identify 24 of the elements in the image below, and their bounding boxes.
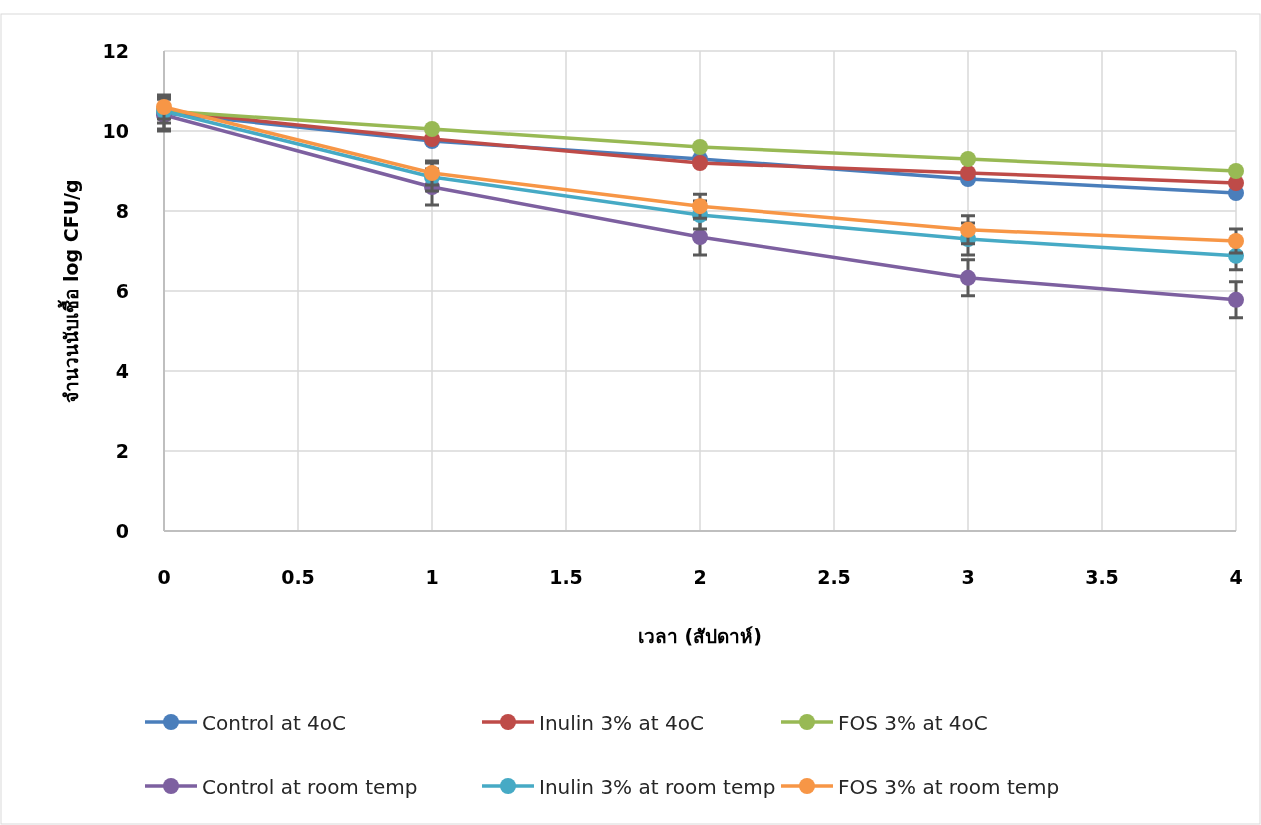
x-tick-label: 3: [961, 566, 975, 588]
x-axis-title: เวลา (สัปดาห์): [638, 625, 762, 647]
x-tick-label: 0.5: [281, 566, 315, 588]
y-tick-label: 0: [115, 520, 129, 542]
legend-label: FOS 3% at 4oC: [838, 711, 988, 735]
x-tick-label: 1: [425, 566, 439, 588]
x-tick-label: 1.5: [549, 566, 583, 588]
y-tick-label: 12: [102, 40, 129, 62]
x-tick-label: 3.5: [1085, 566, 1119, 588]
legend-label: Inulin 3% at 4oC: [539, 711, 704, 735]
legend-label: Inulin 3% at room temp: [539, 775, 776, 799]
y-tick-label: 2: [115, 440, 129, 462]
y-tick-label: 4: [115, 360, 129, 382]
y-tick-label: 8: [115, 200, 129, 222]
y-tick-label: 10: [102, 120, 129, 142]
legend-label: Control at 4oC: [202, 711, 347, 735]
legend-label: Control at room temp: [202, 775, 418, 799]
x-tick-label: 2.5: [817, 566, 851, 588]
y-tick-label: 6: [115, 280, 129, 302]
legend-label: FOS 3% at room temp: [838, 775, 1060, 799]
x-tick-label: 4: [1229, 566, 1243, 588]
x-tick-label: 2: [693, 566, 707, 588]
x-tick-label: 0: [157, 566, 171, 588]
y-axis-title: จำนวนนับเชื้อ log CFU/g: [57, 179, 82, 403]
